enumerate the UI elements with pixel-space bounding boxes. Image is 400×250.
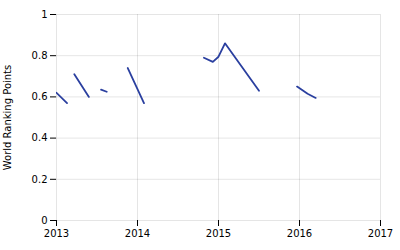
svg-text:0: 0 — [41, 215, 47, 226]
svg-text:2013: 2013 — [44, 228, 69, 239]
svg-text:2016: 2016 — [287, 228, 312, 239]
svg-text:2014: 2014 — [125, 228, 150, 239]
svg-text:0.4: 0.4 — [32, 132, 48, 143]
svg-text:0.2: 0.2 — [32, 174, 48, 185]
svg-text:0.6: 0.6 — [32, 91, 48, 102]
svg-text:0.8: 0.8 — [32, 50, 48, 61]
svg-text:2015: 2015 — [206, 228, 231, 239]
svg-text:2017: 2017 — [368, 228, 393, 239]
svg-text:1: 1 — [41, 9, 47, 20]
svg-text:World Ranking Points: World Ranking Points — [2, 65, 13, 171]
